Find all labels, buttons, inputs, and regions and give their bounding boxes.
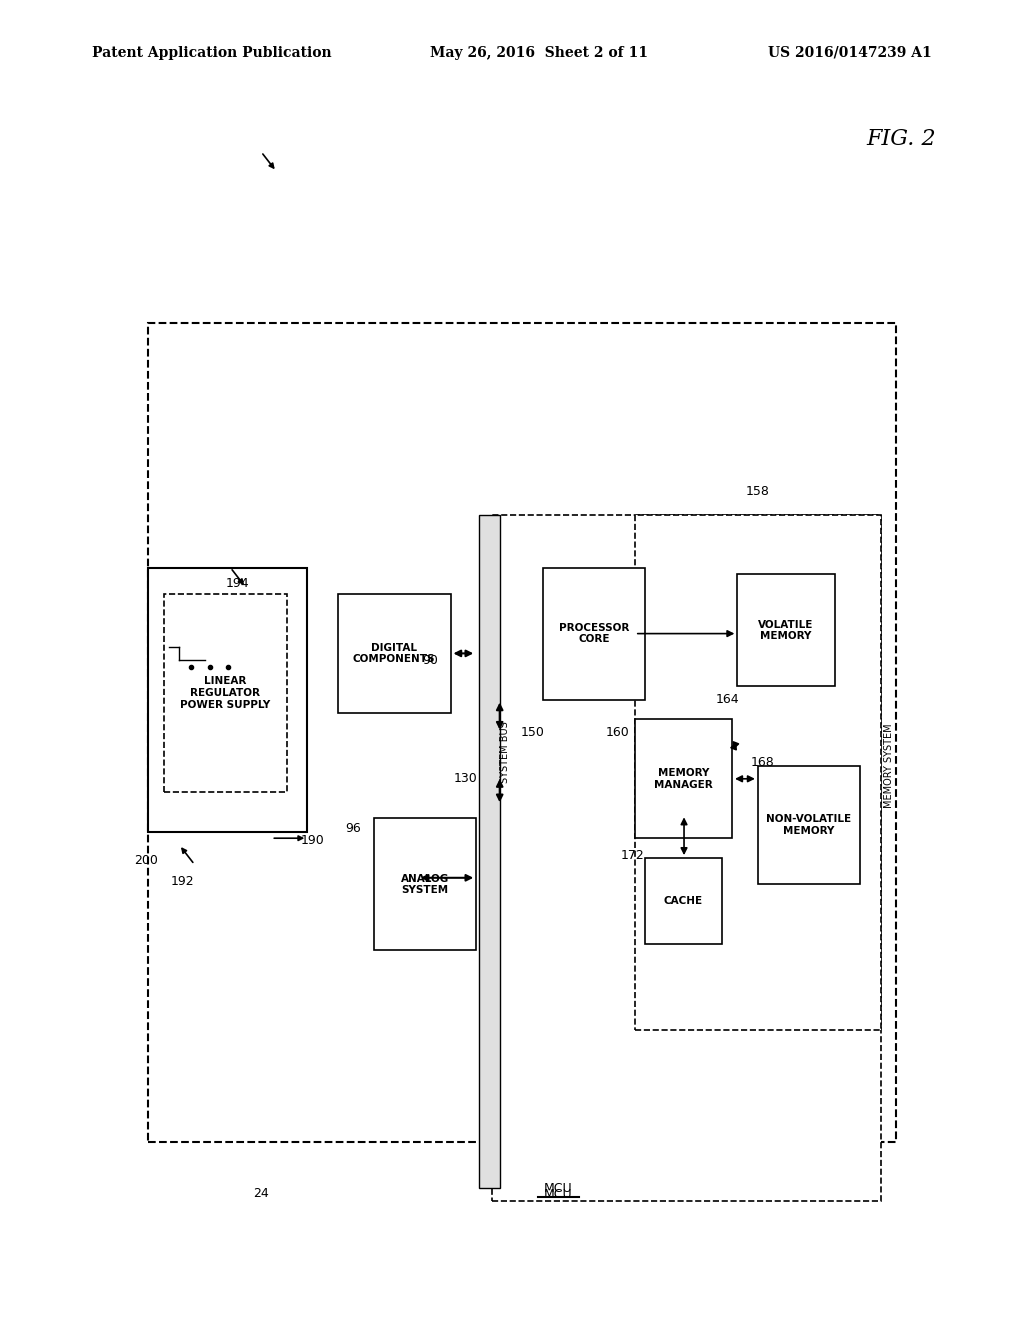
- Text: 172: 172: [621, 849, 645, 862]
- FancyBboxPatch shape: [374, 818, 476, 950]
- Text: MCU: MCU: [544, 1188, 572, 1201]
- Text: 150: 150: [520, 726, 545, 739]
- Text: PROCESSOR
CORE: PROCESSOR CORE: [559, 623, 629, 644]
- FancyBboxPatch shape: [635, 515, 881, 1030]
- Text: Patent Application Publication: Patent Application Publication: [92, 46, 332, 59]
- Text: SYSTEM BUS: SYSTEM BUS: [500, 722, 510, 783]
- Text: NON-VOLATILE
MEMORY: NON-VOLATILE MEMORY: [766, 814, 852, 836]
- FancyBboxPatch shape: [148, 568, 307, 832]
- Text: MEMORY SYSTEM: MEMORY SYSTEM: [884, 723, 894, 808]
- Text: ANALOG
SYSTEM: ANALOG SYSTEM: [400, 874, 450, 895]
- Text: DIGITAL
COMPONENTS: DIGITAL COMPONENTS: [353, 643, 435, 664]
- FancyBboxPatch shape: [635, 719, 732, 838]
- Text: US 2016/0147239 A1: US 2016/0147239 A1: [768, 46, 932, 59]
- FancyBboxPatch shape: [148, 323, 896, 1142]
- Text: 24: 24: [253, 1187, 269, 1200]
- FancyBboxPatch shape: [479, 515, 500, 1188]
- FancyBboxPatch shape: [737, 574, 835, 686]
- FancyBboxPatch shape: [543, 568, 645, 700]
- FancyBboxPatch shape: [338, 594, 451, 713]
- FancyBboxPatch shape: [758, 766, 860, 884]
- Text: 194: 194: [225, 577, 250, 590]
- Text: 192: 192: [170, 875, 195, 888]
- Text: 168: 168: [751, 756, 775, 770]
- Text: MCU: MCU: [544, 1181, 572, 1195]
- Text: 130: 130: [454, 772, 478, 785]
- Text: 190: 190: [300, 834, 325, 847]
- Text: VOLATILE
MEMORY: VOLATILE MEMORY: [758, 619, 814, 642]
- Text: 96: 96: [345, 822, 361, 836]
- Text: May 26, 2016  Sheet 2 of 11: May 26, 2016 Sheet 2 of 11: [430, 46, 648, 59]
- Text: FIG. 2: FIG. 2: [866, 128, 936, 149]
- Text: CACHE: CACHE: [664, 896, 703, 906]
- Text: 158: 158: [745, 484, 770, 498]
- Text: 200: 200: [134, 854, 159, 867]
- FancyBboxPatch shape: [164, 594, 287, 792]
- Text: LINEAR
REGULATOR
POWER SUPPLY: LINEAR REGULATOR POWER SUPPLY: [180, 676, 270, 710]
- Text: MEMORY
MANAGER: MEMORY MANAGER: [654, 768, 713, 789]
- Text: 90: 90: [422, 653, 438, 667]
- FancyBboxPatch shape: [645, 858, 722, 944]
- Text: 160: 160: [605, 726, 630, 739]
- FancyBboxPatch shape: [492, 515, 881, 1201]
- Text: 164: 164: [715, 693, 739, 706]
